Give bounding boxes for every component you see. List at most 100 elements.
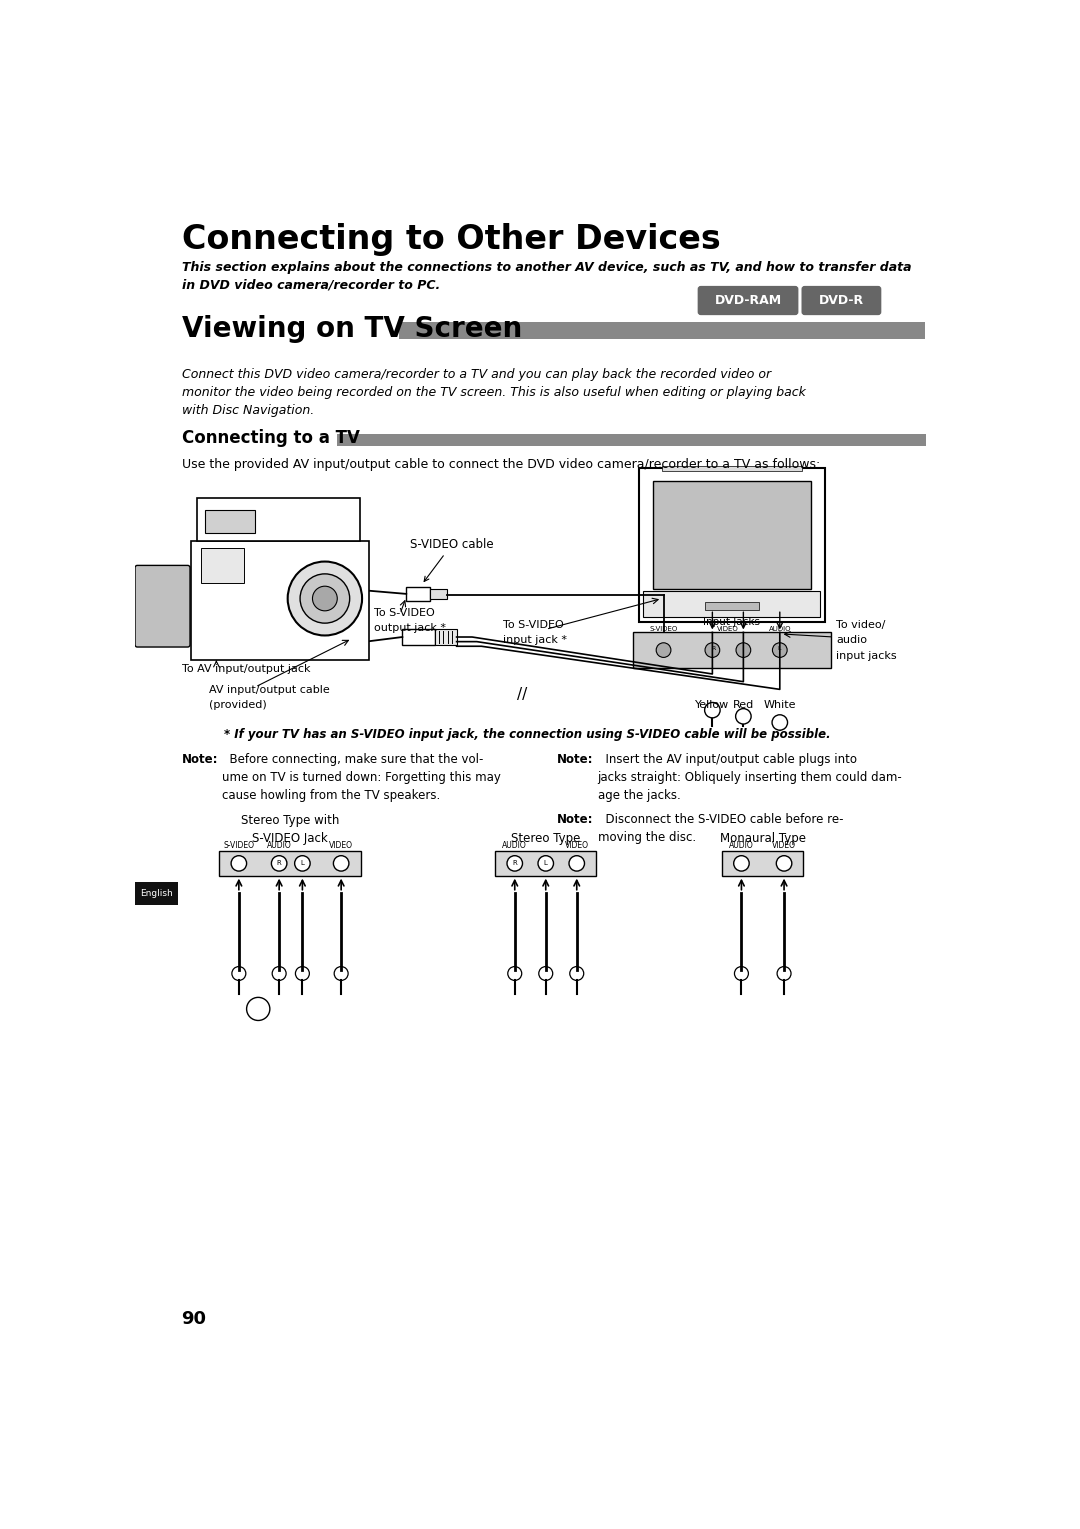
Bar [201, 549, 243, 583]
Bar [652, 482, 811, 589]
Text: * If your TV has an S-VIDEO input jack, the connection using S-VIDEO cable will : * If your TV has an S-VIDEO input jack, … [225, 728, 831, 742]
Text: Note:: Note: [181, 752, 218, 766]
Circle shape [272, 966, 286, 980]
Text: VIDEO: VIDEO [329, 841, 353, 850]
Text: AUDIO: AUDIO [769, 625, 791, 631]
Text: VIDEO: VIDEO [772, 841, 796, 850]
Text: L: L [300, 859, 305, 865]
Text: To AV input/output jack: To AV input/output jack [181, 664, 310, 674]
Bar [430, 589, 446, 598]
Text: R: R [276, 859, 282, 865]
Circle shape [507, 856, 523, 872]
Text: Stereo Type: Stereo Type [511, 832, 580, 846]
Text: input jacks: input jacks [836, 651, 897, 661]
Text: Connect this DVD video camera/recorder to a TV and you can play back the recorde: Connect this DVD video camera/recorder t… [181, 367, 771, 381]
Text: //: // [517, 687, 528, 702]
Circle shape [295, 856, 310, 872]
Circle shape [538, 856, 554, 872]
Circle shape [271, 856, 287, 872]
Circle shape [772, 642, 787, 657]
Circle shape [705, 642, 719, 657]
Text: L: L [778, 647, 781, 651]
Text: input jack *: input jack * [503, 636, 567, 645]
Text: AV input/output cable: AV input/output cable [208, 685, 329, 694]
Text: monitor the video being recorded on the TV screen. This is also useful when edit: monitor the video being recorded on the … [181, 385, 806, 399]
Text: audio: audio [836, 636, 867, 645]
Circle shape [232, 966, 246, 980]
Text: R: R [711, 647, 715, 651]
Bar [435, 630, 457, 645]
Text: AUDIO: AUDIO [502, 841, 527, 850]
Text: cause howling from the TV speakers.: cause howling from the TV speakers. [221, 789, 440, 801]
Text: Connecting to a TV: Connecting to a TV [181, 430, 360, 446]
FancyBboxPatch shape [698, 286, 798, 315]
Text: ume on TV is turned down: Forgetting this may: ume on TV is turned down: Forgetting thi… [221, 771, 501, 783]
Circle shape [735, 642, 751, 657]
Text: VIDEO: VIDEO [565, 841, 589, 850]
Bar [644, 590, 820, 618]
Circle shape [657, 642, 671, 657]
Text: output jack *: output jack * [374, 624, 446, 633]
Bar [399, 323, 926, 339]
Text: jacks straight: Obliquely inserting them could dam-: jacks straight: Obliquely inserting them… [597, 771, 903, 783]
Text: Yellow: Yellow [696, 700, 729, 709]
Bar [406, 587, 430, 601]
Circle shape [334, 966, 348, 980]
Circle shape [300, 573, 350, 624]
Text: age the jacks.: age the jacks. [597, 789, 680, 801]
Text: To S-VIDEO: To S-VIDEO [374, 607, 434, 618]
Circle shape [312, 586, 337, 610]
Circle shape [570, 966, 583, 980]
Circle shape [296, 966, 309, 980]
Text: 90: 90 [181, 1310, 206, 1329]
Text: To video/: To video/ [836, 621, 886, 630]
Text: Note:: Note: [557, 752, 594, 766]
Bar [197, 498, 360, 541]
Text: Viewing on TV Screen: Viewing on TV Screen [181, 315, 522, 342]
Text: DVD-RAM: DVD-RAM [715, 294, 782, 307]
Circle shape [334, 856, 349, 872]
Text: (provided): (provided) [208, 700, 267, 709]
Text: moving the disc.: moving the disc. [597, 830, 696, 844]
Text: Monaural Type: Monaural Type [719, 832, 806, 846]
Bar [219, 852, 361, 876]
Text: S-VIDEO cable: S-VIDEO cable [410, 538, 494, 581]
Circle shape [231, 856, 246, 872]
Text: Stereo Type with
S-VIDEO Jack: Stereo Type with S-VIDEO Jack [241, 813, 339, 846]
Text: DVD-R: DVD-R [819, 294, 864, 307]
Text: To S-VIDEO: To S-VIDEO [503, 621, 564, 630]
Circle shape [777, 856, 792, 872]
Circle shape [733, 856, 750, 872]
Text: S-VIDEO: S-VIDEO [649, 625, 677, 631]
Text: Before connecting, make sure that the vol-: Before connecting, make sure that the vo… [221, 752, 483, 766]
Circle shape [539, 966, 553, 980]
Bar [496, 852, 596, 876]
Text: White: White [764, 700, 796, 709]
Bar [704, 602, 759, 610]
Text: AUDIO: AUDIO [729, 841, 754, 850]
Bar [205, 511, 255, 534]
Bar [638, 468, 825, 622]
Text: English: English [140, 888, 173, 898]
Bar [723, 852, 804, 876]
Bar [135, 882, 177, 905]
Bar [633, 633, 831, 668]
Text: in DVD video camera/recorder to PC.: in DVD video camera/recorder to PC. [181, 278, 440, 291]
Circle shape [704, 702, 720, 717]
Bar [403, 630, 435, 645]
Text: Insert the AV input/output cable plugs into: Insert the AV input/output cable plugs i… [597, 752, 856, 766]
Circle shape [778, 966, 791, 980]
Text: Note:: Note: [557, 812, 594, 826]
Text: R: R [512, 859, 517, 865]
Circle shape [772, 714, 787, 731]
Circle shape [735, 708, 751, 725]
Text: Connecting to Other Devices: Connecting to Other Devices [181, 223, 720, 255]
Text: Input Jacks: Input Jacks [703, 618, 760, 627]
Text: S-VIDEO: S-VIDEO [224, 841, 255, 850]
Circle shape [734, 966, 748, 980]
Text: Red: Red [732, 700, 754, 709]
Text: Disconnect the S-VIDEO cable before re-: Disconnect the S-VIDEO cable before re- [597, 812, 843, 826]
Text: AUDIO: AUDIO [267, 841, 292, 850]
Text: VIDEO: VIDEO [717, 625, 739, 631]
Circle shape [287, 561, 362, 636]
